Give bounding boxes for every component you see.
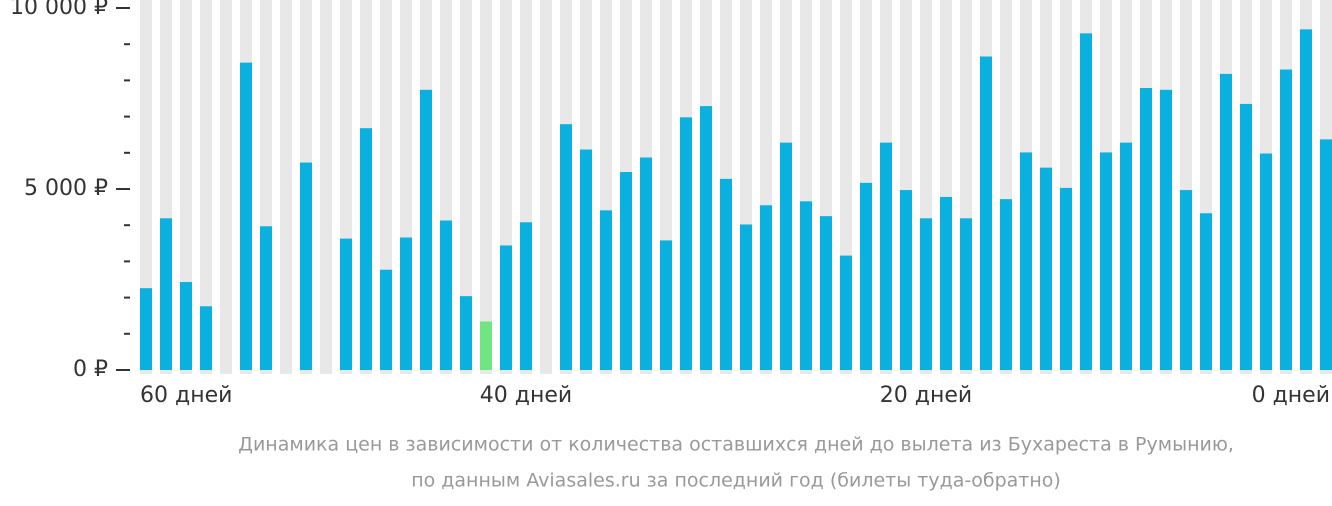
bar [980,56,992,371]
bar-background [460,0,472,374]
bar [300,162,312,370]
bar [1160,89,1172,370]
caption: Динамика цен в зависимости от количества… [238,434,1234,456]
caption: по данным Aviasales.ru за последний год … [411,470,1061,492]
bar [1100,152,1112,370]
bar [1280,69,1292,370]
bar [580,149,592,370]
bar [140,288,152,370]
bar [180,282,192,370]
bar-background [180,0,192,374]
bar [460,296,472,370]
bar [480,321,492,370]
bar [1180,190,1192,370]
bar-background [140,0,152,374]
bar [160,218,172,370]
x-tick-label: 40 дней [480,383,572,408]
bar-background [320,0,332,374]
bar [360,128,372,370]
bar [200,306,212,370]
bar-background [280,0,292,374]
bar [900,190,912,370]
bar [400,237,412,370]
bar [920,218,932,370]
bar [1200,213,1212,370]
bar [1140,88,1152,370]
y-tick-label: 10 000 ₽ [10,0,108,20]
bar [260,226,272,370]
bar [860,182,872,370]
bar [780,142,792,370]
bar [800,201,812,370]
bar [940,196,952,370]
bar [880,142,892,370]
bar-background [540,0,552,374]
bar [500,245,512,370]
bar [680,117,692,370]
y-tick-label: 0 ₽ [73,357,108,382]
bar [960,218,972,370]
x-tick-label: 20 дней [880,383,972,408]
x-tick-label: 0 дней [1252,383,1330,408]
x-tick-label: 60 дней [140,383,232,408]
bar [380,269,392,370]
bar [820,216,832,370]
bar [840,255,852,370]
bar [1260,153,1272,370]
bar [720,178,732,370]
bar [1080,33,1092,371]
bar [240,62,252,371]
bar [740,224,752,370]
bar [1020,152,1032,370]
bar [620,171,632,370]
bar [560,124,572,371]
bar [640,157,652,370]
y-tick-label: 5 000 ₽ [24,176,108,201]
bar [1060,187,1072,370]
bar [520,222,532,370]
bar-background [220,0,232,374]
bar [1220,73,1232,370]
bar [420,89,432,370]
bar [660,240,672,370]
bar [1320,139,1332,370]
bar [340,238,352,370]
bar [1300,29,1312,370]
bar-background [480,0,492,374]
bar [700,106,712,371]
bar [1000,199,1012,370]
bar [1040,167,1052,370]
bar [760,205,772,370]
bar [600,210,612,370]
bar [1120,142,1132,370]
bar [440,220,452,370]
bar-background [200,0,212,374]
bar [1240,103,1252,371]
